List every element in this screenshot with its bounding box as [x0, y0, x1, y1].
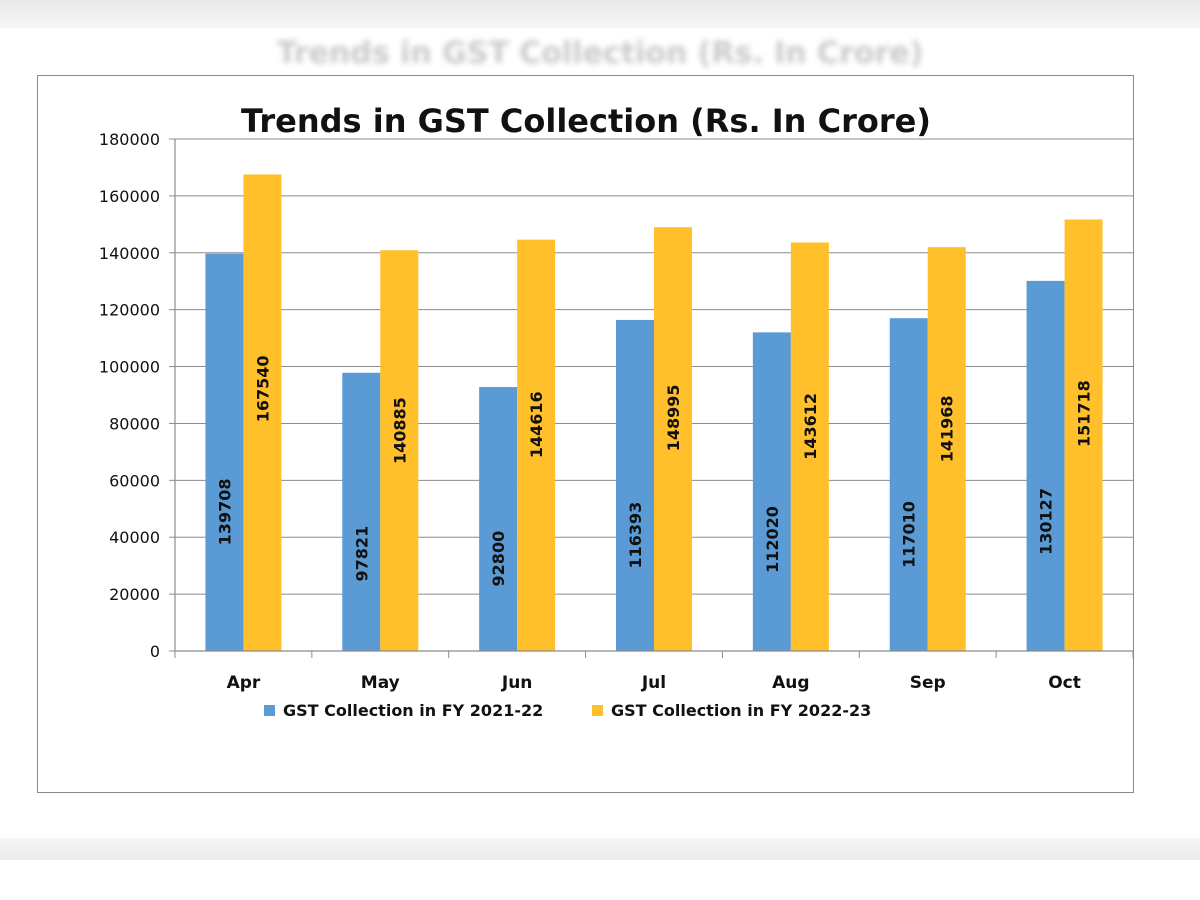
legend: GST Collection in FY 2021-22 GST Collecti… — [264, 701, 871, 720]
data-label: 112020 — [763, 506, 782, 573]
legend-entry: GST Collection in FY 2022-23 — [611, 701, 871, 720]
legend-swatch — [264, 705, 275, 716]
bar-jun-series-2 — [517, 239, 556, 651]
y-tick-label: 160000 — [99, 187, 160, 206]
y-tick-label: 120000 — [99, 301, 160, 320]
x-tick-label: Sep — [910, 673, 946, 693]
y-tick-label: 20000 — [109, 585, 160, 604]
bar-sep-series-1 — [889, 318, 928, 651]
data-label: 92800 — [489, 531, 508, 587]
bar-may-series-1 — [342, 372, 381, 651]
data-label: 97821 — [352, 526, 371, 582]
data-label: 144616 — [527, 391, 546, 458]
data-label: 140885 — [390, 397, 409, 464]
legend-entry: GST Collection in FY 2021-22 — [283, 701, 543, 720]
background-title: Trends in GST Collection (Rs. In Crore) — [276, 36, 924, 71]
bar-jun-series-1 — [479, 387, 518, 651]
bar-apr-series-1 — [205, 253, 244, 652]
data-label: 130127 — [1037, 488, 1056, 555]
bars — [205, 174, 1103, 652]
bar-jul-series-1 — [616, 319, 654, 651]
bar-aug-series-1 — [752, 332, 791, 651]
legend-swatch — [592, 705, 603, 716]
x-tick-label: Oct — [1048, 673, 1081, 693]
x-tick-label: May — [361, 673, 400, 693]
bar-oct-series-2 — [1064, 219, 1103, 651]
x-tick-label: Aug — [772, 673, 809, 693]
data-label: 167540 — [253, 355, 272, 422]
y-tick-label: 140000 — [99, 244, 160, 263]
data-labels: 139708 167540 97821 140885 92800 144616 116393… — [215, 355, 1093, 586]
top-band — [0, 0, 1200, 28]
x-tick-label: Jul — [641, 673, 666, 693]
y-tick-label: 60000 — [109, 471, 160, 490]
bar-sep-series-2 — [927, 247, 966, 651]
data-label: 139708 — [215, 479, 234, 546]
x-tick-label: Jun — [501, 673, 533, 693]
axes: 0 20000 40000 60000 80000 100000 120000 140000 1… — [99, 130, 1134, 693]
bar-jul-series-2 — [654, 227, 692, 651]
data-label: 117010 — [900, 501, 919, 568]
x-tick-label: Apr — [227, 673, 261, 693]
bottom-band — [0, 838, 1200, 860]
y-tick-label: 80000 — [109, 414, 160, 433]
y-tick-label: 100000 — [99, 358, 160, 377]
data-label: 151718 — [1075, 380, 1094, 447]
bar-oct-series-1 — [1026, 280, 1065, 651]
data-label: 148995 — [664, 385, 683, 452]
bar-may-series-2 — [380, 250, 419, 651]
data-label: 143612 — [801, 393, 820, 460]
bar-apr-series-2 — [243, 174, 282, 651]
chart-title: Trends in GST Collection (Rs. In Crore) — [241, 102, 931, 140]
y-tick-label: 180000 — [99, 130, 160, 149]
data-label: 116393 — [626, 502, 645, 569]
data-label: 141968 — [938, 396, 957, 463]
y-tick-label: 40000 — [109, 528, 160, 547]
bar-aug-series-2 — [790, 242, 829, 651]
y-tick-label: 0 — [150, 642, 160, 661]
